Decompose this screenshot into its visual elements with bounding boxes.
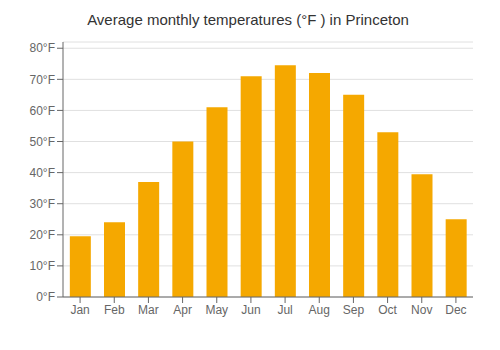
svg-text:40°F: 40°F <box>30 166 55 180</box>
svg-text:Jun: Jun <box>241 303 260 317</box>
svg-text:10°F: 10°F <box>30 259 55 273</box>
svg-text:30°F: 30°F <box>30 197 55 211</box>
svg-text:Sep: Sep <box>343 303 365 317</box>
svg-text:Dec: Dec <box>445 303 466 317</box>
svg-text:20°F: 20°F <box>30 228 55 242</box>
svg-text:0°F: 0°F <box>36 290 55 304</box>
svg-text:Jul: Jul <box>277 303 292 317</box>
svg-text:50°F: 50°F <box>30 135 55 149</box>
svg-text:Apr: Apr <box>173 303 192 317</box>
svg-text:80°F: 80°F <box>30 41 55 55</box>
svg-text:70°F: 70°F <box>30 73 55 87</box>
svg-text:Oct: Oct <box>378 303 397 317</box>
svg-text:Feb: Feb <box>104 303 125 317</box>
svg-text:May: May <box>205 303 228 317</box>
svg-text:Jan: Jan <box>70 303 89 317</box>
html-text:Average monthly temperatures (: Average monthly temperatures (°F ) in Pr… <box>87 11 409 28</box>
svg-text:60°F: 60°F <box>30 104 55 118</box>
svg-text:Aug: Aug <box>309 303 330 317</box>
svg-text:Mar: Mar <box>138 303 159 317</box>
svg-text:Nov: Nov <box>411 303 432 317</box>
